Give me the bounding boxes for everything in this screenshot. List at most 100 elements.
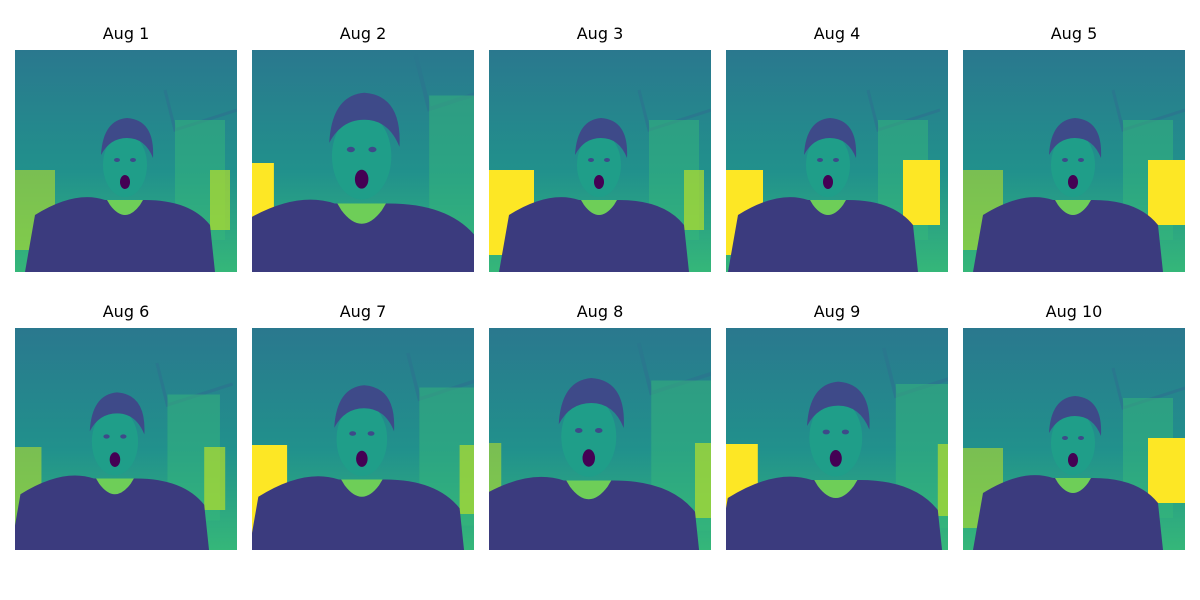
left-eye [103,434,110,439]
neck-shape [96,478,134,495]
hair-shape [1049,396,1102,436]
neck-shape [566,480,612,500]
hair-shape [101,118,154,158]
scene-group [15,89,237,272]
hair-shape [807,381,870,430]
shirt-shape [728,197,918,272]
shirt-shape [15,475,210,550]
scene-svg [489,328,711,550]
augmented-face-image [252,328,474,550]
augmented-face-image [15,328,237,550]
panel-title: Aug 6 [102,302,150,321]
neck-shape [814,480,858,498]
augmented-face-image [15,50,237,272]
face-shape [806,133,850,197]
neck-shape [341,479,383,497]
right-eye [841,429,849,435]
bright-window-right [903,160,940,225]
hair-shape [575,118,628,158]
left-eye [1062,158,1068,162]
panel-title: Aug 10 [1045,302,1103,321]
scene-svg [489,50,711,272]
right-eye [367,431,375,436]
open-mouth [582,449,595,467]
shirt-shape [726,476,943,550]
right-eye [595,428,603,433]
face-shape [331,113,392,200]
scene-svg [963,50,1185,272]
augmented-face-image [252,50,474,272]
right-eye [833,158,839,162]
face-shape [103,133,147,197]
open-mouth [829,450,842,467]
augmented-face-image [963,50,1185,272]
scene-group [726,89,941,272]
shirt-shape [252,476,465,550]
shirt-shape [973,197,1163,272]
right-eye [1078,436,1084,440]
augmented-face-image [963,328,1185,550]
right-eye [120,434,127,439]
face-shape [336,402,388,477]
face-shape [809,399,863,477]
right-eye [368,146,377,153]
hair-shape [804,118,857,158]
hair-shape [1049,118,1102,158]
hair-shape [329,92,400,147]
panel-title: Aug 2 [339,24,387,43]
shirt-shape [252,199,474,272]
left-eye [817,158,823,162]
scene-group [963,89,1185,272]
open-mouth [354,169,369,189]
left-eye [1062,436,1068,440]
scene-svg [252,328,474,550]
neck-shape [107,200,143,215]
window-right [695,443,711,518]
bright-window-right [1148,160,1185,225]
scene-svg [15,328,237,550]
neck-shape [810,200,846,215]
window-right [684,170,704,230]
scene-svg [252,50,474,272]
face-shape [1051,411,1095,475]
neck-shape [337,203,386,224]
scene-group [489,342,711,550]
panel-title: Aug 9 [813,302,861,321]
scene-svg [726,50,948,272]
augmented-face-image [726,50,948,272]
scene-group [963,367,1185,550]
open-mouth [1068,175,1078,189]
scene-svg [15,50,237,272]
hair-shape [334,385,395,432]
left-eye [114,158,120,162]
scene-svg [726,328,948,550]
scene-group [726,347,948,550]
hair-shape [558,378,624,428]
bright-window-right [1148,438,1185,503]
augmented-face-image [489,50,711,272]
panel-title: Aug 1 [102,24,150,43]
open-mouth [823,175,833,189]
shirt-shape [489,476,700,550]
left-eye [349,431,357,436]
right-eye [604,158,610,162]
scene-svg [963,328,1185,550]
neck-shape [581,200,617,215]
right-eye [130,158,136,162]
open-mouth [1068,453,1078,467]
face-shape [561,396,617,477]
open-mouth [594,175,604,189]
panel-title: Aug 5 [1050,24,1098,43]
panel-title: Aug 8 [576,302,624,321]
window-right [459,445,474,514]
face-shape [91,408,139,476]
hair-shape [89,392,145,435]
left-eye [822,429,830,435]
window-right [210,170,230,230]
shirt-shape [25,197,215,272]
augmented-face-image [489,328,711,550]
right-eye [1078,158,1084,162]
open-mouth [356,450,368,467]
window-right [937,444,948,516]
